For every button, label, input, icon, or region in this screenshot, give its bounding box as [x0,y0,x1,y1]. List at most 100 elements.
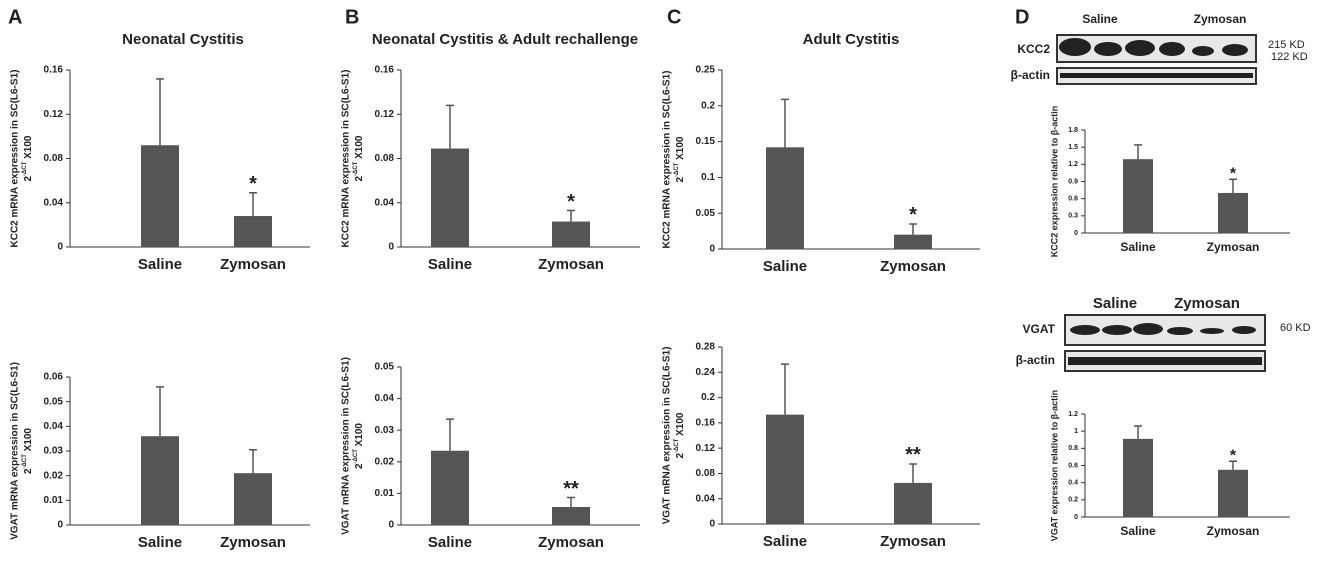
chart-title: Neonatal Cystitis [122,31,244,48]
x-tick-label: Zymosan [880,533,946,550]
y-tick-label: 0.02 [44,470,64,481]
error-bar [1134,145,1142,159]
y-tick-label: 1.2 [1068,411,1078,418]
y-tick-label: 0 [388,242,394,253]
error-bar [909,464,917,483]
error-bar [249,193,257,216]
figure: A B C D Saline Zymosan KCC2 β-actin 215 … [0,0,1331,570]
error-bar [446,105,454,148]
y-tick-label: 0.08 [44,153,64,164]
y-tick-label: 0 [388,520,394,531]
bar [234,216,272,247]
bar [552,507,590,525]
unit-exp: -ΔCT [22,161,28,176]
bar [766,147,804,249]
blot-row: β-actin [1016,353,1055,367]
blot-group: Zymosan [1174,295,1240,312]
y-axis-unit: 2-ΔCT X100 [353,423,365,469]
error-bar [156,387,164,436]
y-tick-label: 0.05 [696,208,716,219]
y-tick-label: 1.5 [1068,144,1078,151]
bar [552,222,590,247]
blot-size: 60 KD [1280,322,1311,334]
y-tick-label: 0.8 [1068,445,1078,452]
blot-size: 215 KD [1268,39,1305,51]
blot-size: 122 KD [1271,51,1308,63]
y-tick-label: 0.6 [1068,196,1078,203]
unit-tail: X100 [354,423,365,450]
unit-tail: X100 [675,412,686,439]
x-tick-label: Saline [428,256,472,273]
unit-tail: X100 [354,135,365,162]
y-tick-label: 0.12 [44,109,64,120]
significance: * [1230,447,1237,464]
bar [894,483,932,524]
blot-group: Zymosan [1194,12,1247,26]
bar [1123,159,1153,233]
panel-letter: D [1015,6,1029,28]
y-tick-label: 1.2 [1068,161,1078,168]
y-tick-label: 0.04 [375,197,395,208]
y-tick-label: 0.4 [1068,480,1078,487]
y-tick-label: 1.8 [1068,127,1078,134]
bar [1218,470,1248,517]
significance: ** [905,444,921,466]
unit-tail: X100 [23,135,34,162]
bar [1218,193,1248,233]
y-tick-label: 0.16 [696,417,716,428]
y-tick-label: 0.05 [44,396,64,407]
y-tick-label: 0.04 [44,421,64,432]
y-tick-label: 0.12 [375,109,395,120]
y-tick-label: 0.16 [44,65,64,76]
error-bar [1134,426,1142,439]
chart: 00.010.020.030.040.05VGAT mRNA expressio… [341,357,640,551]
y-tick-label: 0.04 [696,493,716,504]
bar [431,149,469,247]
unit-tail: X100 [23,428,34,455]
y-tick-label: 0.6 [1068,462,1078,469]
y-tick-label: 0.01 [375,488,395,499]
y-axis-unit: 2-ΔCT X100 [353,135,365,181]
y-tick-label: 0.25 [696,65,716,76]
chart: 00.30.60.91.21.51.8KCC2 expression relat… [1049,106,1290,258]
y-tick-label: 0.04 [44,197,64,208]
x-tick-label: Zymosan [880,258,946,275]
unit-exp: -ΔCT [22,454,28,469]
significance: * [909,204,917,226]
blot-row: KCC2 [1017,42,1050,56]
y-tick-label: 0.2 [701,392,715,403]
unit-tail: X100 [675,136,686,163]
y-axis-label: VGAT expression relative to β-actin [1049,390,1059,541]
y-tick-label: 1 [1074,428,1078,435]
unit-exp: -ΔCT [353,161,359,176]
error-bar [446,419,454,451]
y-tick-label: 0.9 [1068,178,1078,185]
x-tick-label: Saline [763,533,807,550]
chart-title: Neonatal Cystitis & Adult rechallenge [372,31,638,48]
chart-title: Adult Cystitis [803,31,900,48]
y-tick-label: 0.01 [44,495,64,506]
error-bar [781,364,789,415]
y-axis-label: KCC2 expression relative to β-actin [1049,106,1059,258]
y-axis-unit: 2-ΔCT X100 [22,428,34,474]
x-tick-label: Saline [1120,524,1156,538]
bar [431,451,469,525]
y-axis-unit: 2-ΔCT X100 [22,135,34,181]
y-tick-label: 0.04 [375,393,395,404]
bar [894,235,932,249]
panel-letters: A B C D [8,6,1029,28]
y-tick-label: 0 [709,519,715,530]
y-axis-label: KCC2 mRNA expression in SC(L6-S1) [662,71,673,249]
blot-group: Saline [1093,295,1137,312]
significance: * [1230,165,1237,182]
bar [1123,439,1153,517]
x-tick-label: Saline [138,534,182,551]
y-axis-label: KCC2 mRNA expression in SC(L6-S1) [341,70,352,248]
y-tick-label: 0.03 [44,446,64,457]
y-tick-label: 0 [1074,514,1078,521]
chart: 00.20.40.60.811.2VGAT expression relativ… [1049,390,1290,541]
panel-letter: B [345,6,359,28]
error-bar [156,79,164,145]
significance: ** [563,478,579,500]
